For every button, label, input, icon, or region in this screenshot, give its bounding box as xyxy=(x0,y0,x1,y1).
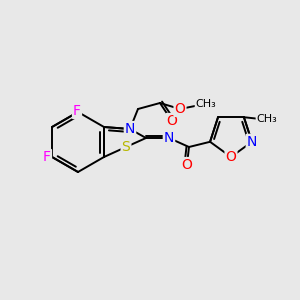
Text: CH₃: CH₃ xyxy=(256,114,277,124)
Text: CH₃: CH₃ xyxy=(196,99,216,109)
Text: O: O xyxy=(167,114,177,128)
Text: N: N xyxy=(125,122,135,136)
Text: F: F xyxy=(73,104,81,118)
Text: N: N xyxy=(247,135,257,149)
Text: F: F xyxy=(43,150,51,164)
Text: O: O xyxy=(226,150,236,164)
Text: S: S xyxy=(122,140,130,154)
Text: O: O xyxy=(175,102,185,116)
Text: O: O xyxy=(182,158,192,172)
Text: N: N xyxy=(164,131,174,145)
